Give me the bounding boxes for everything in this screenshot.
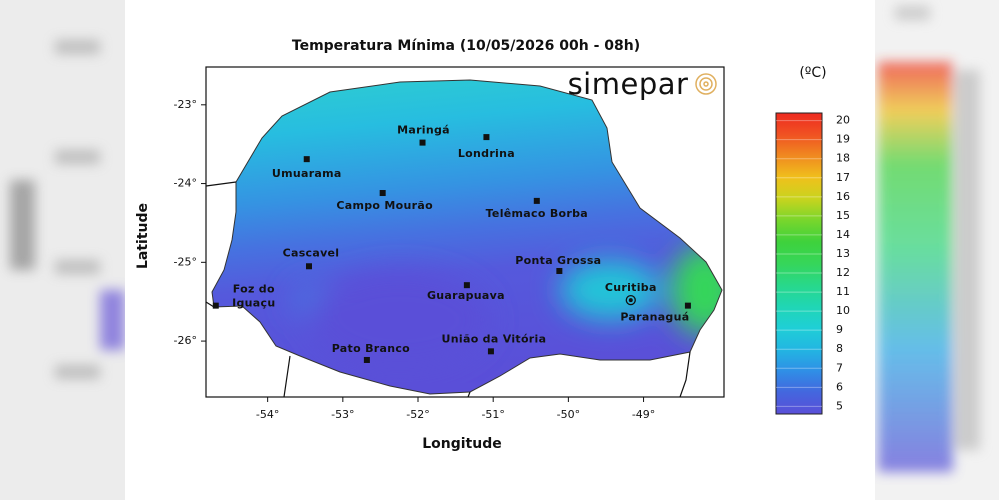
colorbar-tick-label: 7 [836, 361, 843, 374]
city-marker [625, 294, 636, 306]
colorbar-tick-label: 6 [836, 380, 843, 393]
colorbar-tick-label: 10 [836, 304, 850, 317]
colorbar [775, 112, 823, 415]
colorbar-tick-label: 19 [836, 133, 850, 146]
city-marker [379, 190, 386, 197]
city-label: Foz do Iguaçu [232, 283, 275, 310]
city-label: Maringá [397, 124, 450, 137]
y-axis-label: Latitude [135, 203, 151, 269]
city-label: Pato Branco [332, 342, 410, 355]
city-marker [212, 302, 219, 309]
neighbor-borders [205, 181, 691, 398]
city-marker [463, 282, 470, 289]
city-marker [556, 267, 563, 274]
colorbar-tick-label: 20 [836, 114, 850, 127]
map-title: Temperatura Mínima (10/05/2026 00h - 08h… [292, 38, 640, 54]
y-tick-label: -24° [174, 177, 197, 190]
colorbar-tick-label: 12 [836, 266, 850, 279]
y-tick-label: -23° [174, 98, 197, 111]
colorbar-unit: (ºC) [799, 65, 826, 81]
colorbar-tick-label: 13 [836, 247, 850, 260]
city-label: Guarapuava [427, 289, 505, 302]
y-tick-label: -26° [174, 334, 197, 347]
colorbar-tick-label: 9 [836, 323, 843, 336]
y-tick-label: -25° [174, 255, 197, 268]
colorbar-tick-label: 17 [836, 171, 850, 184]
x-tick-label: -49° [632, 408, 655, 421]
city-marker [363, 356, 370, 363]
city-label: Londrina [458, 147, 515, 160]
temperature-field [212, 80, 722, 394]
colorbar-tick-label: 18 [836, 152, 850, 165]
city-label: Paranaguá [620, 311, 689, 324]
city-marker [305, 263, 312, 270]
city-marker [419, 139, 426, 146]
x-tick-label: -51° [481, 408, 504, 421]
logo: simepar [568, 67, 689, 101]
city-marker [684, 302, 691, 309]
colorbar-tick-label: 8 [836, 342, 843, 355]
x-axis-label: Longitude [422, 436, 502, 452]
x-tick-label: -50° [557, 408, 580, 421]
x-tick-label: -54° [256, 408, 279, 421]
x-tick-label: -53° [331, 408, 354, 421]
colorbar-tick-label: 15 [836, 209, 850, 222]
city-label: União da Vitória [442, 332, 547, 345]
city-label: Ponta Grossa [515, 254, 601, 267]
colorbar-tick-label: 5 [836, 399, 843, 412]
x-tick-label: -52° [406, 408, 429, 421]
city-marker [487, 348, 494, 355]
city-label: Curitiba [605, 281, 657, 294]
city-marker-dot [628, 298, 633, 303]
city-marker [483, 134, 490, 141]
city-marker [533, 197, 540, 204]
colorbar-tick-label: 16 [836, 190, 850, 203]
colorbar-tick-label: 14 [836, 228, 850, 241]
city-marker [303, 156, 310, 163]
city-label: Cascavel [283, 246, 340, 259]
colorbar-tick-label: 11 [836, 285, 850, 298]
city-label: Campo Mourão [336, 199, 433, 212]
city-label: Umuarama [272, 167, 342, 180]
logo-icon [695, 73, 717, 95]
city-label: Telêmaco Borba [486, 207, 588, 220]
